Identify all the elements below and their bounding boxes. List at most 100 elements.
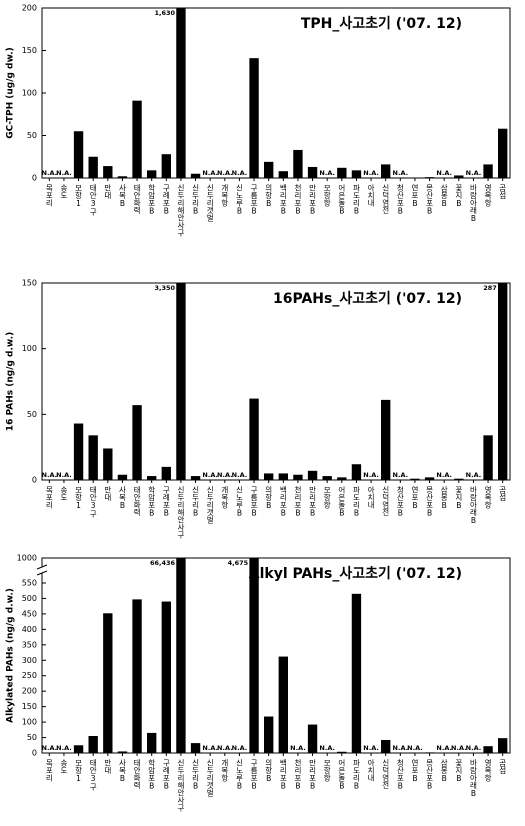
x-tick-label: 사목B <box>118 759 127 783</box>
bar <box>103 613 113 753</box>
bar <box>454 478 464 480</box>
y-tick-label: 150 <box>22 46 37 55</box>
y-axis-title: Alkylated PAHs (ng/g d.w.) <box>6 588 16 723</box>
axis-break-mark <box>36 564 48 570</box>
x-tick-label: 만대 <box>103 759 112 776</box>
x-tick-label: 어은돌B <box>337 183 346 216</box>
x-tick-label: 연포B <box>410 184 419 208</box>
x-tick-label: 신두리갯벌 <box>206 184 215 222</box>
bar <box>132 599 142 753</box>
value-label: N.A. <box>56 744 72 752</box>
bar <box>103 448 113 480</box>
value-label: N.A. <box>42 471 58 479</box>
x-tick-label: 의항B <box>264 183 273 208</box>
x-tick-label: 신두리갯벌 <box>206 759 215 797</box>
x-tick-label: 학암포B <box>147 758 156 791</box>
bar <box>190 173 201 178</box>
bars <box>73 558 508 753</box>
x-tick-label: 청산포B <box>396 184 405 216</box>
x-tick-label: 구름포B <box>250 486 259 518</box>
bar <box>249 558 259 753</box>
value-label: N.A. <box>436 471 452 479</box>
x-tick-label: 신노루B <box>235 759 244 791</box>
x-tick-label: 아치내 <box>367 758 376 783</box>
x-tick-label: 영목항 <box>484 758 493 782</box>
y-tick-label: 100 <box>22 89 37 98</box>
x-tick-label: 아치내 <box>367 485 376 510</box>
x-tick-label: 의항B <box>264 758 273 783</box>
bar <box>424 177 435 178</box>
bar <box>278 171 288 178</box>
chart-title: TPH_사고초기 ('07. 12) <box>301 16 462 32</box>
bars <box>73 8 508 178</box>
value-label: N.A. <box>363 471 379 479</box>
x-tick-label: 꽃지B <box>454 759 463 783</box>
x-tick-label: 학암포B <box>147 485 156 518</box>
bar <box>88 156 98 178</box>
x-tick-label: 천리포B <box>293 758 302 791</box>
x-tick-label: 삼봉B <box>440 758 449 783</box>
x-tick-label: 태안화력 <box>133 486 142 518</box>
x-tick-label: 몽산포B <box>425 184 434 216</box>
y-tick-label: 150 <box>22 702 37 711</box>
x-tick-label: 개목항 <box>220 758 229 782</box>
bar <box>147 170 157 178</box>
bar <box>117 176 128 178</box>
y-tick-label: 500 <box>22 594 37 603</box>
bar <box>249 58 259 178</box>
bar <box>176 558 186 753</box>
bar <box>147 476 157 480</box>
y-axis-title: GC-TPH (ug/g dw.) <box>6 47 16 139</box>
bar <box>132 100 142 178</box>
x-tick-label: 파도리B <box>352 759 361 791</box>
x-tick-label: 구례포B <box>162 184 171 216</box>
bar <box>88 435 98 480</box>
bar <box>190 476 201 480</box>
value-label: N.A. <box>466 471 482 479</box>
x-tick-label: 신두리해안사구 <box>176 759 185 813</box>
x-tick-label: 백리포B <box>279 758 288 791</box>
x-tick-label: 파도리B <box>352 184 361 216</box>
x-tick-label: 구례포B <box>162 759 171 791</box>
bar <box>132 405 142 480</box>
x-tick-label: 구름포B <box>250 759 259 791</box>
bar <box>293 474 303 480</box>
x-tick-label: 영목항 <box>484 485 493 509</box>
value-label: N.A. <box>393 169 409 177</box>
x-tick-label: 신노루B <box>235 184 244 216</box>
x-tick-label: 구례포B <box>162 486 171 518</box>
x-tick-label: 신덕염전 <box>381 184 390 215</box>
y-tick-label: 150 <box>22 279 37 288</box>
x-tick-label: 모항항 <box>323 486 332 509</box>
x-tick-label: 삼봉B <box>440 183 449 208</box>
x-tick-label: 송도 <box>59 486 68 501</box>
x-tick-label: 모항1 <box>74 486 83 510</box>
value-label: N.A. <box>232 169 248 177</box>
bar <box>351 170 362 178</box>
x-tick-label: 태안3구 <box>89 486 98 519</box>
x-tick-label: 곰섬 <box>498 759 507 775</box>
bar <box>264 473 274 480</box>
bar <box>73 423 84 480</box>
bar <box>381 740 391 753</box>
x-tick-label: 영목항 <box>484 183 493 207</box>
x-tick-label: 목포리 <box>45 759 54 783</box>
value-label: N.A. <box>290 744 306 752</box>
value-label: N.A. <box>319 744 335 752</box>
x-tick-label: 송도 <box>59 184 68 199</box>
x-tick-label: 모항항 <box>323 184 332 207</box>
x-tick-label: 태안3구 <box>89 759 98 792</box>
x-tick-label: 신두리해안사구 <box>176 486 185 540</box>
x-tick-label: 천리포B <box>293 183 302 216</box>
chart-title: Alkyl PAHs_사고초기 ('07. 12) <box>249 566 462 582</box>
bar <box>249 398 259 480</box>
x-tick-label: 태안화력 <box>133 184 142 216</box>
bar <box>307 166 318 178</box>
value-label: N.A. <box>393 744 409 752</box>
y-tick-label: 50 <box>27 410 37 419</box>
bar <box>176 8 186 178</box>
x-tick-label: 몽산포B <box>425 486 434 518</box>
bar <box>351 464 362 480</box>
x-tick-label: 송도 <box>59 759 68 774</box>
y-tick-label: 100 <box>22 344 37 353</box>
